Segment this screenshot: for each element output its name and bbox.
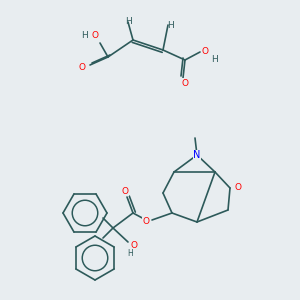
Text: O: O bbox=[130, 241, 137, 250]
Text: O: O bbox=[182, 79, 188, 88]
Text: H: H bbox=[127, 250, 133, 259]
Text: N: N bbox=[193, 150, 201, 160]
Text: H: H bbox=[212, 56, 218, 64]
Text: O: O bbox=[235, 184, 242, 193]
Text: O: O bbox=[79, 62, 86, 71]
Text: H: H bbox=[124, 17, 131, 26]
Text: O: O bbox=[122, 187, 128, 196]
Text: O: O bbox=[202, 47, 208, 56]
Text: O: O bbox=[92, 31, 98, 40]
Text: H: H bbox=[167, 20, 173, 29]
Text: O: O bbox=[142, 218, 149, 226]
Text: H: H bbox=[82, 31, 88, 40]
